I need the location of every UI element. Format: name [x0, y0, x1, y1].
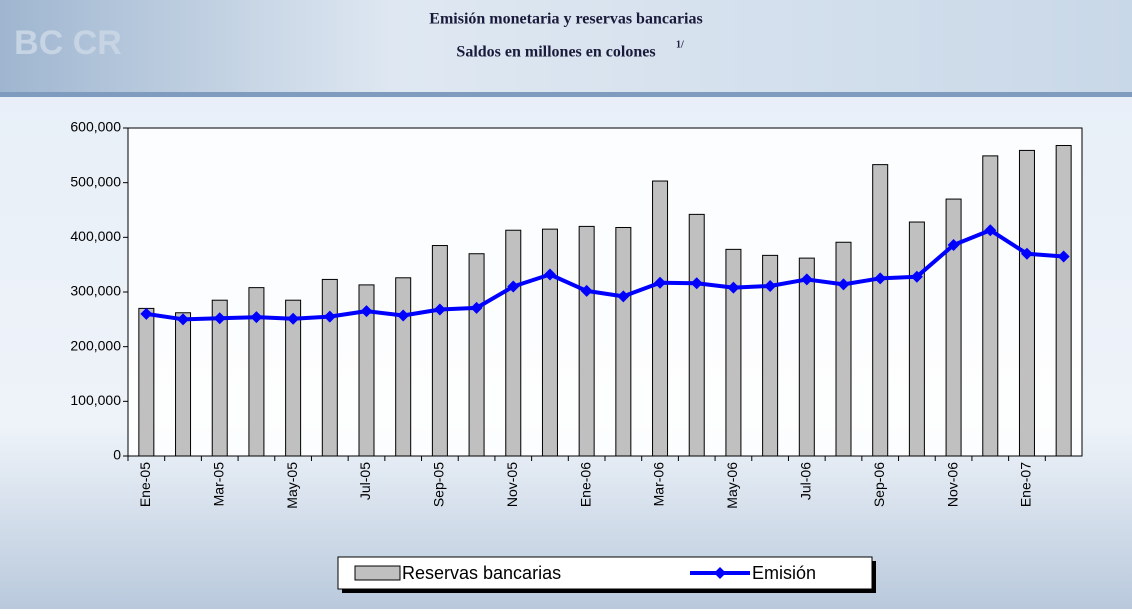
- line-marker: [140, 307, 153, 320]
- bar: [835, 241, 852, 457]
- x-tick-label: Jul-06: [798, 462, 814, 500]
- line-marker: [287, 312, 300, 325]
- bar: [1018, 149, 1035, 457]
- x-tick-label: Ene-07: [1018, 462, 1034, 507]
- y-tick-label: 200,000: [70, 337, 121, 353]
- bar: [285, 299, 302, 457]
- x-tick-label: May-05: [284, 462, 300, 509]
- bar: [248, 287, 265, 457]
- line-marker: [617, 290, 630, 303]
- line-marker: [470, 301, 483, 314]
- line-marker: [764, 279, 777, 292]
- x-tick-label: Sep-06: [871, 462, 887, 507]
- y-tick-label: 400,000: [70, 228, 121, 244]
- line-marker: [910, 270, 923, 283]
- bar: [175, 312, 192, 457]
- bar: [505, 229, 522, 457]
- line-marker: [250, 311, 263, 324]
- bar: [982, 155, 999, 457]
- line-marker: [213, 312, 226, 325]
- line-marker: [690, 277, 703, 290]
- header-rule: [0, 92, 1132, 97]
- line-marker: [727, 281, 740, 294]
- y-tick-label: 0: [113, 447, 121, 463]
- y-tick-label: 600,000: [70, 119, 121, 135]
- bar: [762, 254, 779, 457]
- bar: [872, 164, 889, 457]
- x-tick-label: Ene-06: [577, 462, 593, 507]
- chart-subtitle: Saldos en millones en colones: [456, 44, 655, 61]
- bar: [468, 253, 485, 457]
- legend-label: Emisión: [752, 563, 816, 583]
- line-marker: [1057, 250, 1070, 263]
- line-marker: [874, 272, 887, 285]
- line-marker: [1020, 247, 1033, 260]
- x-tick-label: May-06: [724, 462, 740, 509]
- line-marker: [507, 280, 520, 293]
- y-tick-label: 300,000: [70, 283, 121, 299]
- chart-title: Emisión monetaria y reservas bancarias: [429, 11, 702, 28]
- line-marker: [837, 278, 850, 291]
- legend-swatch-marker: [714, 567, 726, 579]
- x-tick-label: Jul-05: [357, 462, 373, 500]
- bar: [908, 221, 925, 457]
- line-marker: [580, 284, 593, 297]
- x-tick-label: Nov-06: [944, 462, 960, 507]
- line: [146, 228, 1064, 322]
- legend-label: Reservas bancarias: [402, 563, 561, 583]
- bar: [688, 213, 705, 457]
- bar: [798, 257, 815, 457]
- y-tick-label: 500,000: [70, 173, 121, 189]
- bar: [211, 299, 228, 457]
- line-marker: [984, 224, 997, 237]
- line-marker: [177, 313, 190, 326]
- line-marker: [323, 310, 336, 323]
- x-tick-label: Sep-05: [431, 462, 447, 507]
- line-marker: [397, 309, 410, 322]
- line-marker: [800, 273, 813, 286]
- bar: [725, 248, 742, 457]
- bar: [321, 278, 338, 457]
- bar: [652, 180, 669, 457]
- logo-watermark: BC CR: [14, 24, 122, 62]
- header-band: [0, 0, 1132, 92]
- x-tick-label: Nov-05: [504, 462, 520, 507]
- bar: [138, 307, 155, 457]
- x-tick-label: Mar-06: [651, 462, 667, 507]
- x-tick-label: Ene-05: [137, 462, 153, 507]
- bar: [1055, 144, 1072, 457]
- line-marker: [947, 238, 960, 251]
- subtitle-note: 1/: [676, 39, 684, 50]
- x-tick-label: Mar-05: [210, 462, 226, 507]
- line-marker: [654, 276, 667, 289]
- bar: [578, 225, 595, 457]
- line-marker: [543, 268, 556, 281]
- legend-box: [337, 556, 873, 590]
- line-marker: [360, 305, 373, 318]
- bar: [615, 226, 632, 457]
- bar: [358, 284, 375, 457]
- legend-swatch: [354, 565, 401, 581]
- line-marker: [433, 303, 446, 316]
- bar: [945, 198, 962, 457]
- bar: [541, 228, 558, 457]
- bar: [395, 277, 412, 457]
- bar: [431, 245, 448, 457]
- y-tick-label: 100,000: [70, 392, 121, 408]
